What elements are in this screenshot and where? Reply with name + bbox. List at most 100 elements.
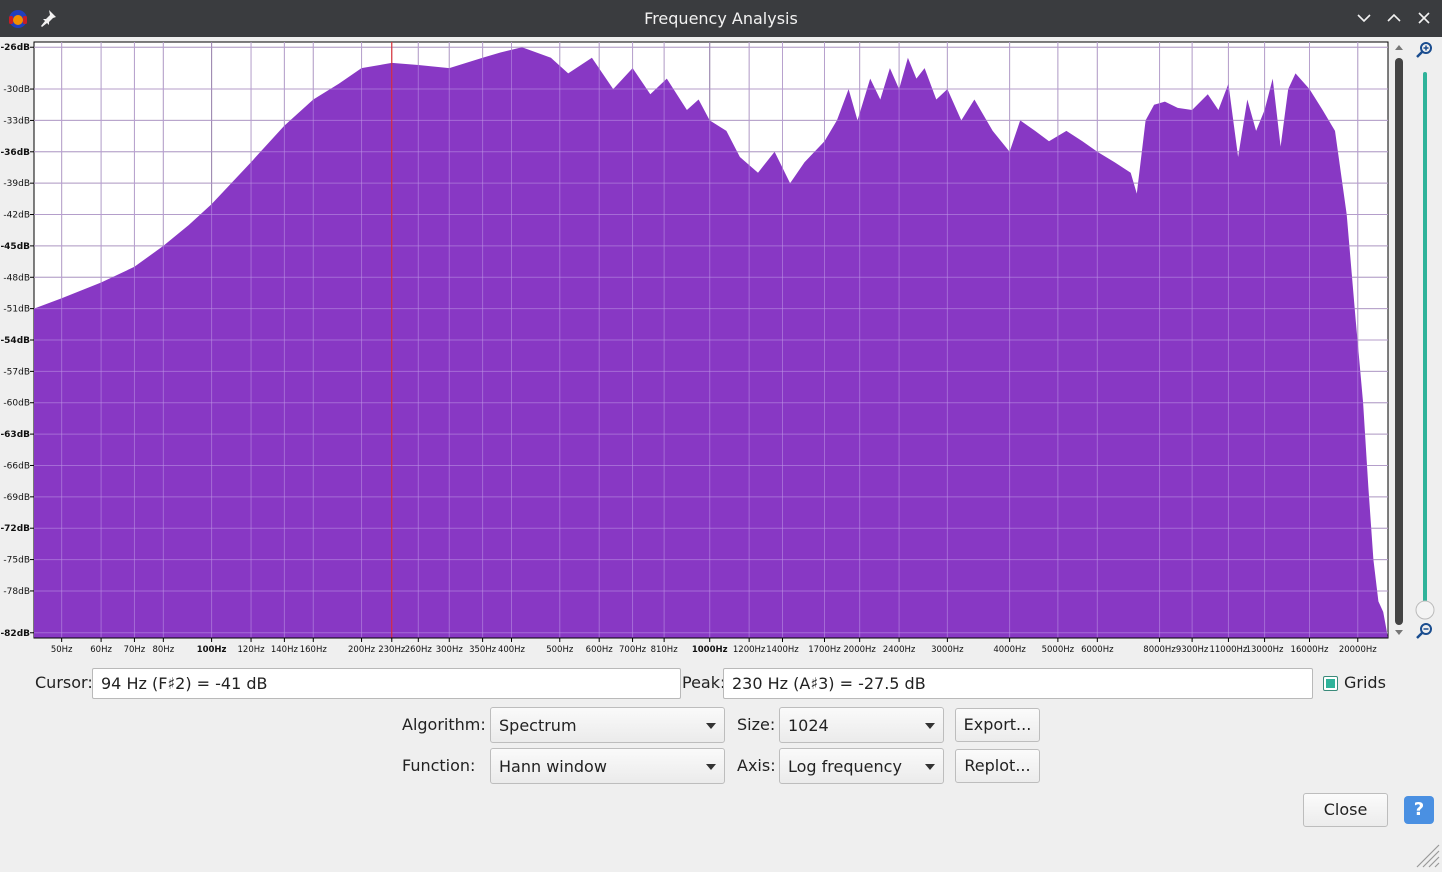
y-tick-label: -30dB bbox=[3, 85, 30, 95]
function-label: Function: bbox=[402, 756, 476, 775]
close-button[interactable]: Close bbox=[1303, 793, 1388, 827]
chevron-down-icon bbox=[925, 764, 935, 770]
x-tick-label: 80Hz bbox=[152, 645, 174, 655]
x-tick-label: 600Hz bbox=[586, 645, 614, 655]
cursor-value-field[interactable]: 94 Hz (F♯2) = -41 dB bbox=[92, 668, 681, 699]
y-tick-label: -75dB bbox=[3, 556, 30, 566]
zoom-slider-handle[interactable] bbox=[1415, 600, 1435, 620]
scroll-down-icon[interactable] bbox=[1395, 630, 1403, 635]
x-tick-label: 20000Hz bbox=[1339, 645, 1377, 655]
x-tick-label: 120Hz bbox=[238, 645, 266, 655]
y-tick-label: -72dB bbox=[0, 524, 30, 534]
x-axis: 50Hz 60Hz 70Hz 80Hz 100Hz 120Hz 140Hz 160Hz 200H… bbox=[34, 637, 1388, 655]
axis-label: Axis: bbox=[737, 756, 776, 775]
scrollbar-thumb[interactable] bbox=[1395, 58, 1403, 625]
zoom-slider-track[interactable] bbox=[1423, 72, 1427, 607]
window-title: Frequency Analysis bbox=[644, 9, 798, 28]
y-tick-label: -36dB bbox=[0, 148, 30, 158]
size-value: 1024 bbox=[788, 716, 829, 735]
y-tick-label: -60dB bbox=[3, 399, 30, 409]
grids-label: Grids bbox=[1344, 673, 1386, 692]
chevron-down-icon bbox=[706, 764, 716, 770]
x-tick-label: 60Hz bbox=[90, 645, 112, 655]
x-tick-label: 70Hz bbox=[124, 645, 146, 655]
x-tick-label: 700Hz bbox=[619, 645, 647, 655]
y-tick-label: -57dB bbox=[3, 367, 30, 377]
y-tick-label: -66dB bbox=[3, 461, 30, 471]
x-tick-label: 5000Hz bbox=[1042, 645, 1075, 655]
y-tick-label: -82dB bbox=[0, 629, 30, 639]
x-tick-label: 11000Hz bbox=[1209, 645, 1247, 655]
x-tick-label: 16000Hz bbox=[1291, 645, 1329, 655]
x-tick-label: 300Hz bbox=[436, 645, 464, 655]
x-tick-label: 2000Hz bbox=[843, 645, 876, 655]
x-tick-label: 260Hz bbox=[405, 645, 433, 655]
y-tick-label: -42dB bbox=[3, 211, 30, 221]
title-bar: Frequency Analysis bbox=[0, 0, 1442, 37]
export-button[interactable]: Export... bbox=[955, 708, 1040, 742]
x-tick-label: 50Hz bbox=[51, 645, 73, 655]
y-tick-label: -26dB bbox=[0, 43, 30, 53]
x-tick-label: 3000Hz bbox=[931, 645, 964, 655]
peak-label: Peak: bbox=[682, 673, 726, 692]
y-tick-label: -45dB bbox=[0, 242, 30, 252]
x-tick-label: 100Hz bbox=[197, 645, 227, 655]
x-tick-label: 200Hz bbox=[348, 645, 376, 655]
axis-value: Log frequency bbox=[788, 757, 902, 776]
y-tick-label: -39dB bbox=[3, 179, 30, 189]
x-tick-label: 230Hz bbox=[378, 645, 406, 655]
y-tick-label: -78dB bbox=[3, 587, 30, 597]
y-tick-label: -33dB bbox=[3, 116, 30, 126]
cursor-label: Cursor: bbox=[35, 673, 93, 692]
axis-select[interactable]: Log frequency bbox=[779, 748, 944, 784]
x-tick-label: 1400Hz bbox=[766, 645, 799, 655]
chevron-down-icon bbox=[706, 723, 716, 729]
function-value: Hann window bbox=[499, 757, 607, 776]
x-tick-label: 2400Hz bbox=[883, 645, 916, 655]
x-tick-label: 1200Hz bbox=[733, 645, 766, 655]
spectrum-chart-svg[interactable]: -26dB -30dB -33dB -36dB -39dB -42dB -45dB -48dB… bbox=[0, 38, 1442, 658]
x-tick-label: 400Hz bbox=[498, 645, 526, 655]
y-tick-label: -63dB bbox=[0, 430, 30, 440]
maximize-button[interactable] bbox=[1383, 7, 1405, 29]
algorithm-select[interactable]: Spectrum bbox=[490, 707, 725, 743]
x-tick-label: 6000Hz bbox=[1081, 645, 1114, 655]
y-tick-label: -48dB bbox=[3, 273, 30, 283]
zoom-out-icon[interactable] bbox=[1416, 623, 1432, 639]
algorithm-value: Spectrum bbox=[499, 716, 577, 735]
audacity-logo-icon bbox=[6, 6, 30, 34]
algorithm-label: Algorithm: bbox=[402, 715, 486, 734]
x-tick-label: 140Hz bbox=[271, 645, 299, 655]
y-axis: -26dB -30dB -33dB -36dB -39dB -42dB -45dB -48dB… bbox=[0, 43, 34, 639]
spectrum-plot[interactable]: -26dB -30dB -33dB -36dB -39dB -42dB -45dB -48dB… bbox=[0, 38, 1442, 658]
x-tick-label: 8000Hz bbox=[1143, 645, 1176, 655]
close-window-button[interactable] bbox=[1413, 7, 1435, 29]
pin-icon[interactable] bbox=[38, 8, 58, 32]
y-tick-label: -69dB bbox=[3, 493, 30, 503]
x-tick-label: 160Hz bbox=[300, 645, 328, 655]
minimize-button[interactable] bbox=[1353, 7, 1375, 29]
zoom-in-icon[interactable] bbox=[1416, 42, 1432, 58]
x-tick-label: 1000Hz bbox=[692, 645, 728, 655]
spectrum-area bbox=[34, 47, 1388, 638]
x-tick-label: 9300Hz bbox=[1176, 645, 1209, 655]
scroll-up-icon[interactable] bbox=[1395, 45, 1403, 50]
x-tick-label: 1700Hz bbox=[808, 645, 841, 655]
y-tick-label: -54dB bbox=[0, 336, 30, 346]
help-button[interactable]: ? bbox=[1404, 796, 1434, 824]
x-tick-label: 810Hz bbox=[651, 645, 679, 655]
grid-lines-overlay bbox=[34, 42, 1388, 638]
size-label: Size: bbox=[737, 715, 776, 734]
replot-button[interactable]: Replot... bbox=[955, 749, 1040, 783]
function-select[interactable]: Hann window bbox=[490, 748, 725, 784]
vertical-scrollbar[interactable] bbox=[1395, 45, 1403, 635]
x-tick-label: 13000Hz bbox=[1246, 645, 1284, 655]
size-select[interactable]: 1024 bbox=[779, 707, 944, 743]
y-tick-label: -51dB bbox=[3, 305, 30, 315]
x-tick-label: 350Hz bbox=[469, 645, 497, 655]
grids-checkbox[interactable] bbox=[1323, 676, 1338, 691]
x-tick-label: 500Hz bbox=[546, 645, 574, 655]
chevron-down-icon bbox=[925, 723, 935, 729]
peak-value-field[interactable]: 230 Hz (A♯3) = -27.5 dB bbox=[723, 668, 1313, 699]
resize-grip-icon[interactable] bbox=[1414, 842, 1440, 872]
